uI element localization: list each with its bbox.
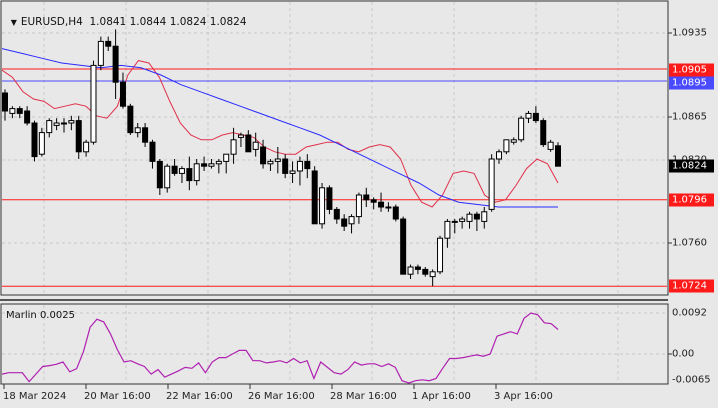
- level-tag-1-0796: 1.0796: [669, 193, 714, 207]
- symbol-timeframe: EURUSD,H4: [20, 16, 83, 28]
- level-tag-1-0724: 1.0724: [669, 279, 714, 293]
- price-tick: 1.0865: [672, 111, 707, 123]
- oscillator-line: [1, 312, 559, 384]
- main-chart-frame: [0, 0, 669, 296]
- last-price-tag: 1.0824: [669, 159, 714, 173]
- time-label: 26 Mar 16:00: [248, 391, 315, 402]
- time-label: 20 Mar 16:00: [84, 391, 151, 402]
- chart-title: ▼ EURUSD,H4 1.0841 1.0844 1.0824 1.0824: [4, 4, 247, 28]
- triangle-down-icon[interactable]: ▼: [10, 18, 17, 27]
- level-tag-1-0905: 1.0905: [669, 63, 714, 77]
- candlesticks: [2, 29, 561, 287]
- price-tick: 1.0760: [672, 237, 707, 249]
- close-value: 1.0824: [209, 16, 247, 28]
- level-tag-1-0895: 1.0895: [669, 76, 714, 90]
- high-value: 1.0844: [129, 16, 167, 28]
- axis-ticks: [3, 32, 672, 389]
- open-value: 1.0841: [89, 16, 127, 28]
- osc-tick: -0.0065: [672, 374, 711, 386]
- time-label: 18 Mar 2024: [3, 391, 67, 402]
- price-tick: 1.0935: [672, 27, 707, 39]
- osc-tick: 0.0092: [672, 307, 707, 319]
- time-label: 1 Apr 16:00: [412, 391, 471, 402]
- horizontal-levels: [2, 68, 667, 287]
- moving-averages: [1, 48, 559, 208]
- time-label: 22 Mar 16:00: [166, 391, 233, 402]
- indicator-label: Marlin 0.0025: [6, 310, 75, 321]
- low-value: 1.0824: [169, 16, 207, 28]
- osc-tick: 0.00: [672, 348, 695, 360]
- oscillator-frame: [0, 303, 669, 385]
- time-label: 3 Apr 16:00: [494, 391, 553, 402]
- time-label: 28 Mar 16:00: [330, 391, 397, 402]
